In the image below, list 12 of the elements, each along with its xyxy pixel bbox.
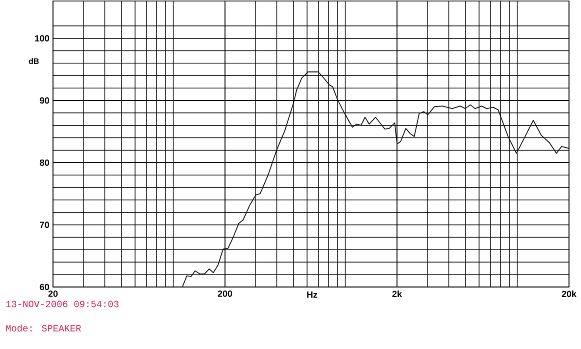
text: 13-NOV-2006 09:54:03	[6, 300, 118, 308]
x-tick-label: 20	[48, 290, 58, 297]
text: Mode: SPEAKER	[6, 324, 81, 332]
x-axis-title: Hz	[307, 292, 318, 298]
y-tick-label: 80	[40, 159, 50, 166]
x-tick-label: 200	[218, 290, 232, 297]
y-tick-label: 90	[40, 97, 50, 104]
y-tick-label: 100	[35, 35, 50, 42]
x-tick-label: 2k	[392, 290, 402, 298]
x-tick-label: 20k	[562, 290, 577, 298]
y-tick-label: 60	[40, 284, 50, 290]
y-tick-label: 70	[40, 222, 50, 228]
